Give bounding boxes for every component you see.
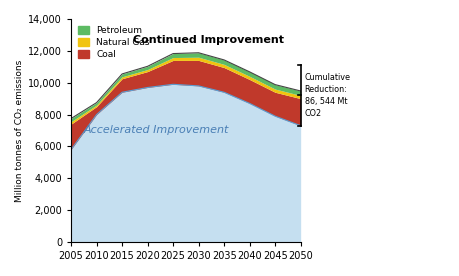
- Y-axis label: Million tonnes of CO₂ emissions: Million tonnes of CO₂ emissions: [15, 59, 24, 201]
- Text: Continued Improvement: Continued Improvement: [133, 34, 284, 45]
- Legend: Petroleum, Natural Gas, Coal: Petroleum, Natural Gas, Coal: [75, 23, 152, 62]
- Text: Cumulative
Reduction:
86, 544 Mt
CO2: Cumulative Reduction: 86, 544 Mt CO2: [304, 73, 350, 118]
- Text: Accelerated Improvement: Accelerated Improvement: [83, 126, 228, 136]
